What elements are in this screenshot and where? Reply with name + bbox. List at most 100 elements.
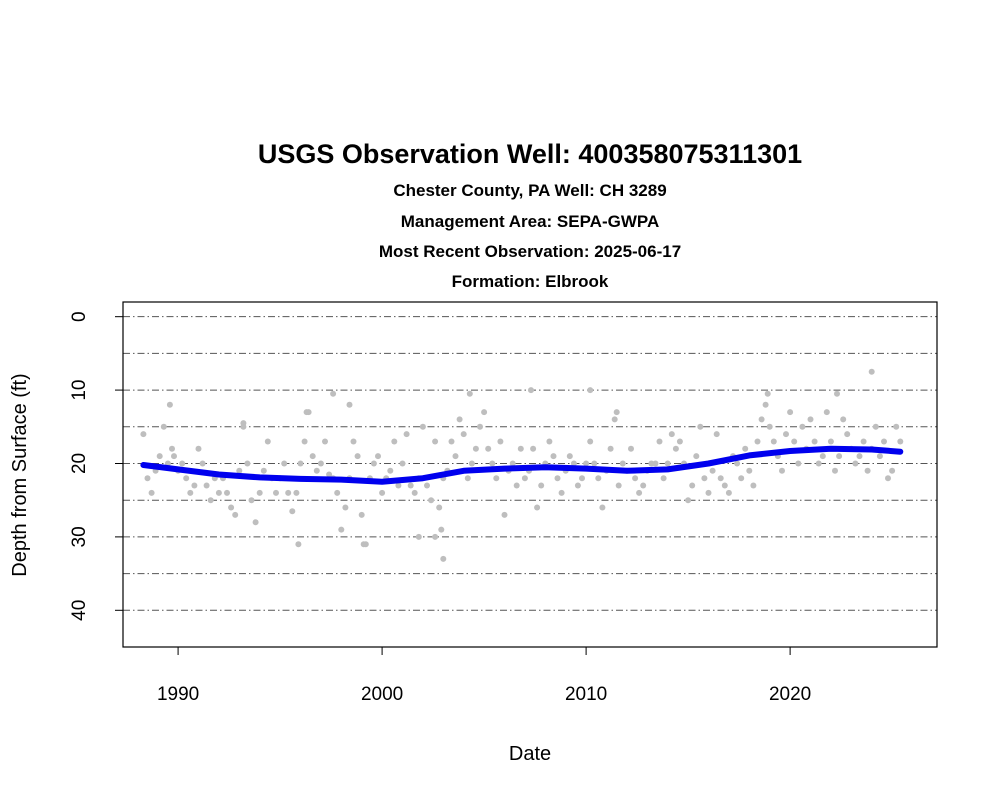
grid-lines bbox=[123, 316, 937, 611]
data-point bbox=[587, 387, 594, 394]
data-point bbox=[613, 409, 620, 416]
y-axis: 0 10 20 30 40 bbox=[69, 311, 124, 621]
x-axis: 1990 2000 2010 2020 bbox=[157, 646, 811, 705]
x-tick-label: 2000 bbox=[361, 684, 403, 705]
data-point bbox=[591, 460, 598, 467]
data-point bbox=[285, 489, 292, 496]
data-point bbox=[466, 390, 473, 397]
data-point bbox=[358, 511, 365, 518]
data-point bbox=[721, 482, 728, 489]
data-point bbox=[215, 489, 222, 496]
data-point bbox=[583, 460, 590, 467]
data-point bbox=[240, 420, 247, 427]
data-point bbox=[652, 460, 659, 467]
data-point bbox=[676, 438, 683, 445]
data-point bbox=[297, 460, 304, 467]
data-point bbox=[834, 390, 840, 397]
data-point bbox=[493, 475, 500, 482]
data-point bbox=[456, 416, 463, 423]
data-point bbox=[550, 453, 557, 460]
data-point bbox=[179, 460, 186, 467]
data-point bbox=[260, 467, 267, 474]
data-point bbox=[783, 431, 789, 438]
data-point bbox=[832, 467, 838, 474]
data-point bbox=[140, 431, 147, 438]
data-point bbox=[407, 482, 414, 489]
data-point bbox=[207, 497, 214, 504]
data-point bbox=[264, 438, 271, 445]
data-point bbox=[750, 482, 757, 489]
data-point bbox=[191, 482, 198, 489]
data-point bbox=[403, 431, 410, 438]
data-point bbox=[295, 541, 302, 548]
data-point bbox=[517, 445, 524, 452]
data-point bbox=[795, 460, 802, 467]
data-point bbox=[705, 489, 712, 496]
data-point bbox=[481, 409, 488, 416]
trend-line bbox=[140, 445, 904, 485]
data-point bbox=[301, 438, 308, 445]
data-point bbox=[554, 475, 561, 482]
data-point bbox=[876, 453, 883, 460]
data-point bbox=[868, 368, 875, 375]
data-point bbox=[236, 467, 243, 474]
data-point bbox=[546, 438, 553, 445]
data-point bbox=[640, 482, 647, 489]
data-point bbox=[885, 475, 891, 482]
data-point bbox=[746, 467, 753, 474]
chart-subtitle-recent-observation: Most Recent Observation: 2025-06-17 bbox=[379, 242, 681, 261]
chart-subtitle-management-area: Management Area: SEPA-GWPA bbox=[401, 212, 660, 231]
y-tick-label: 40 bbox=[69, 600, 90, 621]
data-point bbox=[881, 438, 887, 445]
data-point bbox=[156, 453, 163, 460]
y-tick-label: 10 bbox=[69, 380, 90, 401]
y-tick-label: 20 bbox=[69, 453, 90, 474]
data-point bbox=[228, 504, 235, 511]
data-point bbox=[166, 401, 173, 408]
data-point bbox=[764, 390, 771, 397]
data-point bbox=[807, 416, 814, 423]
data-point bbox=[693, 453, 700, 460]
data-point bbox=[438, 526, 445, 533]
data-point bbox=[819, 453, 826, 460]
data-point bbox=[893, 423, 900, 430]
data-point bbox=[485, 445, 492, 452]
data-point bbox=[799, 423, 806, 430]
data-point bbox=[203, 482, 210, 489]
data-point bbox=[697, 423, 704, 430]
data-point bbox=[342, 504, 349, 511]
data-point bbox=[742, 445, 749, 452]
data-point bbox=[326, 471, 333, 478]
data-point bbox=[889, 467, 896, 474]
data-point bbox=[338, 526, 345, 533]
data-point bbox=[387, 467, 394, 474]
x-tick-label: 2020 bbox=[769, 684, 811, 705]
data-point bbox=[815, 460, 822, 467]
data-point bbox=[787, 409, 794, 416]
data-point bbox=[628, 445, 634, 452]
data-point bbox=[636, 489, 643, 496]
y-tick-label: 0 bbox=[69, 311, 90, 322]
data-point bbox=[530, 445, 537, 452]
data-point bbox=[558, 489, 565, 496]
data-point bbox=[840, 416, 847, 423]
data-point bbox=[860, 438, 867, 445]
data-point bbox=[607, 445, 614, 452]
data-point bbox=[762, 401, 769, 408]
data-point bbox=[713, 431, 720, 438]
data-point bbox=[534, 504, 541, 511]
data-point bbox=[144, 475, 151, 482]
x-tick-label: 1990 bbox=[157, 684, 199, 705]
chart-subtitle-location: Chester County, PA Well: CH 3289 bbox=[393, 181, 666, 200]
y-tick-label: 30 bbox=[69, 526, 90, 547]
data-point bbox=[399, 460, 406, 467]
data-point bbox=[770, 438, 777, 445]
x-axis-title: Date bbox=[509, 743, 551, 765]
data-point bbox=[350, 438, 357, 445]
data-point bbox=[419, 423, 426, 430]
data-point bbox=[758, 416, 765, 423]
data-point bbox=[595, 475, 602, 482]
data-point bbox=[334, 489, 341, 496]
data-point bbox=[648, 460, 655, 467]
